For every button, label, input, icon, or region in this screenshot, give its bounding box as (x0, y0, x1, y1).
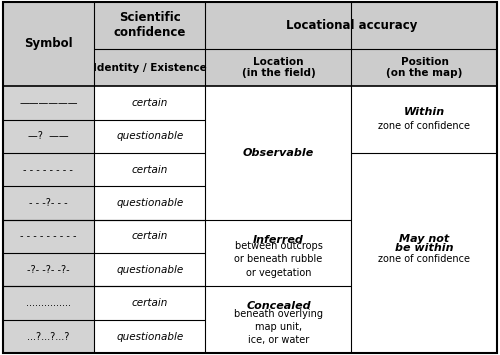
Text: zone of confidence: zone of confidence (378, 255, 470, 264)
Text: May not: May not (400, 234, 450, 244)
Bar (352, 153, 498, 353)
Text: ...?...?...?: ...?...?...? (27, 332, 70, 342)
Text: Observable: Observable (243, 148, 314, 158)
Bar (94, 253, 206, 286)
Bar (94, 320, 206, 353)
Text: - - - - - - - - -: - - - - - - - - - (20, 231, 76, 241)
Bar (2, 253, 94, 286)
Text: Identity / Existence: Identity / Existence (93, 63, 206, 73)
Text: certain: certain (132, 165, 168, 175)
Bar (94, 286, 206, 320)
Text: certain: certain (132, 98, 168, 108)
Bar (2, 120, 94, 153)
Text: Position
(on the map): Position (on the map) (386, 57, 462, 78)
Text: questionable: questionable (116, 131, 184, 141)
Bar (352, 86, 498, 153)
Text: Locational accuracy: Locational accuracy (286, 19, 417, 32)
Bar (206, 86, 352, 220)
Text: be within: be within (395, 243, 454, 253)
Bar (206, 2, 498, 49)
Bar (94, 153, 206, 186)
Bar (2, 220, 94, 253)
Bar (2, 153, 94, 186)
Text: —?  ——: —? —— (28, 131, 68, 141)
Text: ...............: ............... (26, 298, 71, 308)
Bar (94, 2, 206, 49)
Text: -?- -?- -?-: -?- -?- -?- (27, 265, 70, 275)
Bar (94, 86, 206, 120)
Text: Location
(in the field): Location (in the field) (242, 57, 316, 78)
Text: - - - - - - - -: - - - - - - - - (24, 165, 73, 175)
Bar (2, 186, 94, 220)
Bar (94, 220, 206, 253)
Text: between outcrops
or beneath rubble
or vegetation: between outcrops or beneath rubble or ve… (234, 241, 322, 278)
Bar (206, 286, 352, 353)
Bar (206, 220, 352, 286)
Text: certain: certain (132, 298, 168, 308)
Text: Inferred: Inferred (253, 235, 304, 245)
Text: questionable: questionable (116, 332, 184, 342)
Text: questionable: questionable (116, 265, 184, 275)
Bar (94, 49, 206, 86)
Text: zone of confidence: zone of confidence (378, 121, 470, 131)
Text: Scientific
confidence: Scientific confidence (114, 11, 186, 39)
Bar (2, 320, 94, 353)
Bar (94, 186, 206, 220)
Text: Symbol: Symbol (24, 37, 72, 50)
Text: Concealed: Concealed (246, 301, 311, 311)
Text: ——————: —————— (19, 98, 78, 108)
Text: beneath overlying
map unit,
ice, or water: beneath overlying map unit, ice, or wate… (234, 309, 323, 345)
Bar (2, 2, 94, 86)
Bar (352, 49, 498, 86)
Text: questionable: questionable (116, 198, 184, 208)
Text: Within: Within (404, 107, 445, 117)
Text: - - -?- - -: - - -?- - - (29, 198, 68, 208)
Bar (206, 49, 352, 86)
Text: certain: certain (132, 231, 168, 241)
Bar (94, 120, 206, 153)
Bar (2, 286, 94, 320)
Bar (2, 86, 94, 120)
